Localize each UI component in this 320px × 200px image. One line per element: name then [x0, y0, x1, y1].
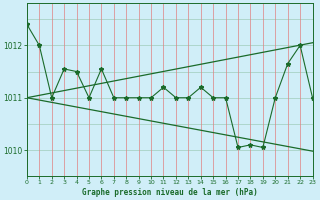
X-axis label: Graphe pression niveau de la mer (hPa): Graphe pression niveau de la mer (hPa)	[82, 188, 258, 197]
